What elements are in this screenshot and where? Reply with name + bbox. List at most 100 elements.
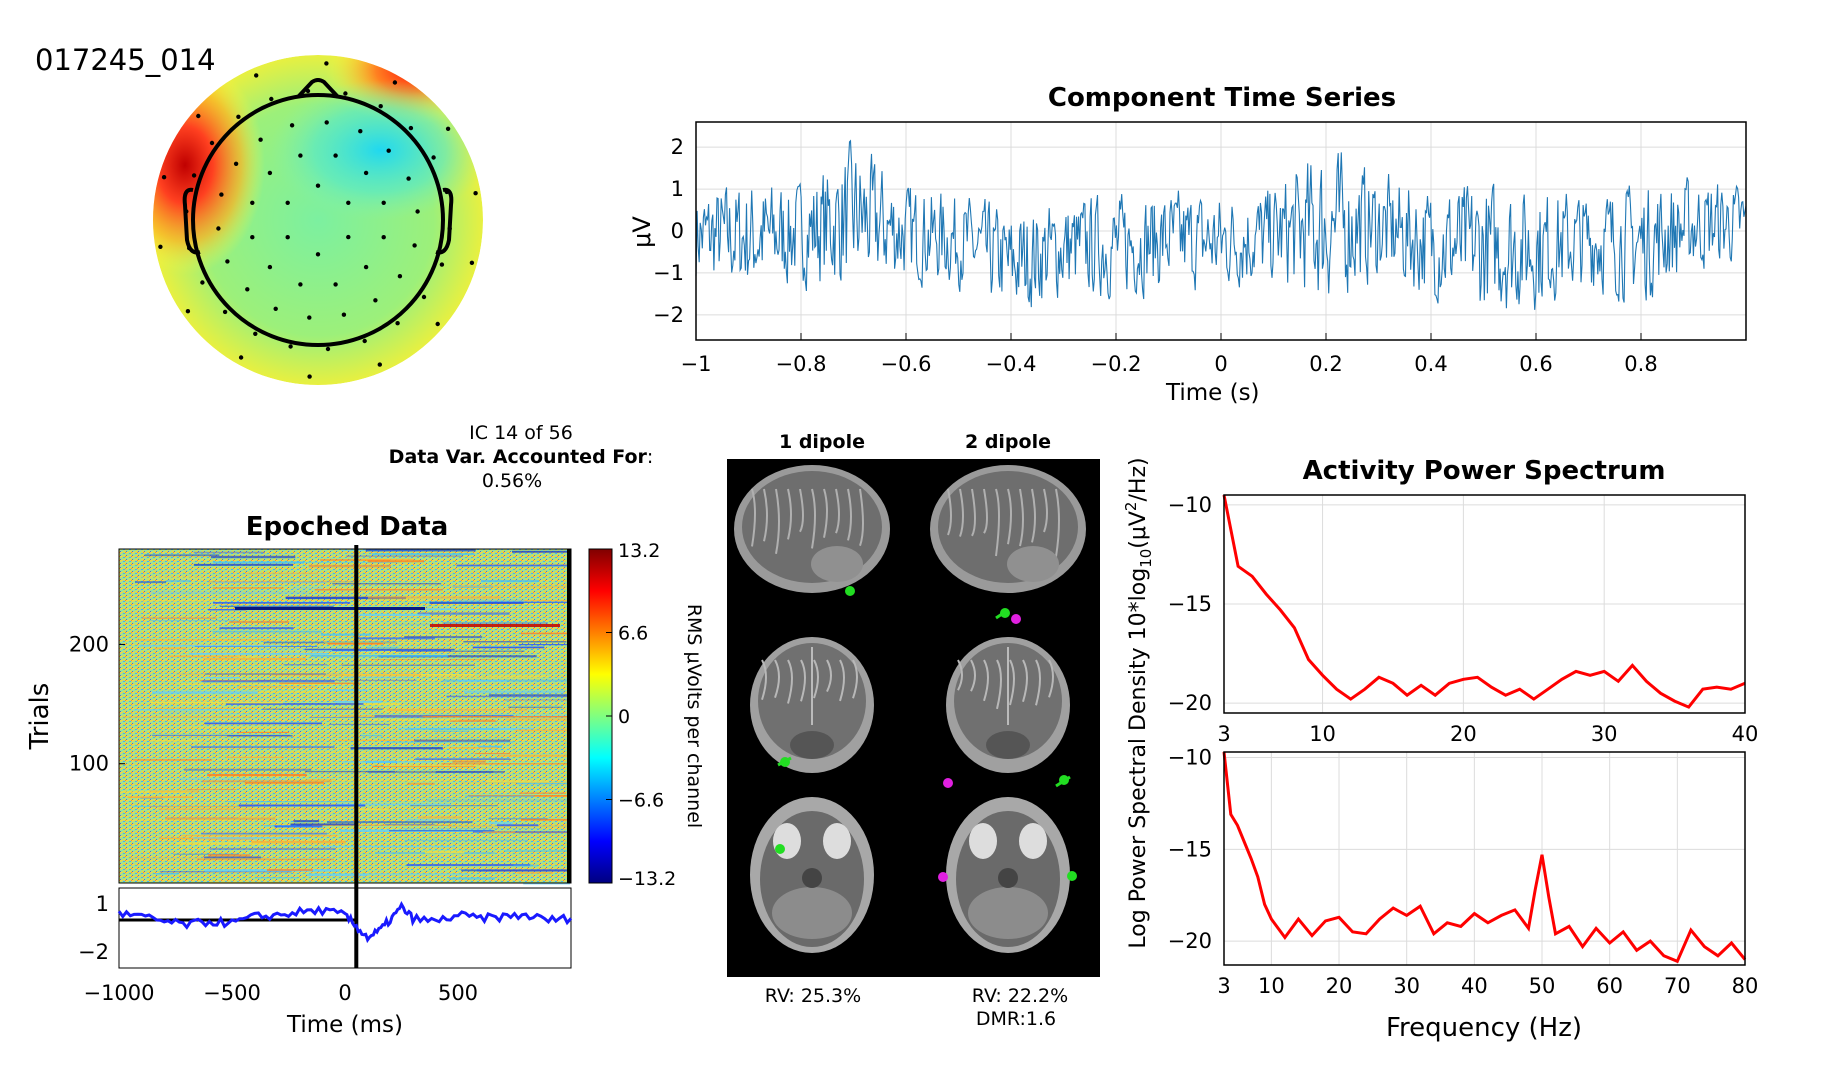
epoch-band: [368, 596, 501, 599]
epoch-band: [430, 617, 462, 619]
epoch-band: [367, 560, 424, 563]
epoch-band: [227, 801, 358, 803]
epoch-band: [283, 664, 328, 666]
dipole-marker: [1067, 871, 1077, 881]
epoch-band: [513, 864, 538, 867]
mri-slice-sag: [734, 465, 890, 593]
epoch-band: [404, 839, 529, 841]
time-series-xtick-label: −0.6: [881, 352, 932, 376]
spectrum-xtick-label: 40: [1461, 974, 1488, 998]
epoch-band: [255, 876, 299, 879]
epoch-band: [189, 652, 328, 655]
epoch-band: [366, 646, 399, 649]
epoch-band: [219, 605, 334, 607]
time-series-xtick-label: 0: [1214, 352, 1227, 376]
svg-text:Data Var. Accounted For:: Data Var. Accounted For:: [389, 446, 654, 468]
epoch-band: [257, 679, 417, 681]
epoch-band: [332, 583, 442, 585]
epoch-band: [262, 708, 384, 710]
mri-slice-cor: [946, 637, 1070, 773]
electrode-dot: [161, 175, 167, 180]
epoch-band: [179, 778, 286, 781]
epoch-band: [135, 581, 167, 584]
mri-slice-ax: [946, 797, 1070, 953]
electrode-dot: [233, 161, 239, 166]
epoch-band: [417, 816, 462, 819]
epoch-band: [137, 577, 206, 579]
epoch-band: [219, 627, 294, 630]
spectrum-xtick-label: 70: [1664, 974, 1691, 998]
spectrum-bottom-trace: [1222, 751, 1747, 964]
epoch-band: [290, 823, 357, 826]
epoch-band: [133, 709, 239, 711]
ic-info: IC 14 of 56 Data Var. Accounted For: 0.5…: [389, 422, 654, 492]
epoch-band: [144, 554, 220, 557]
spectrum-xtick-label: 3: [1217, 974, 1230, 998]
spectrum-xtick-label: 50: [1529, 974, 1556, 998]
epoch-band: [212, 587, 284, 589]
epoch-band: [365, 549, 476, 552]
epoch-band: [475, 753, 511, 755]
epoch-band: [202, 680, 335, 683]
epoch-band: [229, 621, 290, 623]
epoch-band: [209, 847, 336, 850]
epoched-xtick-label: 500: [438, 981, 478, 1005]
dipole-direction: [995, 608, 1009, 620]
electrode-dot: [285, 200, 290, 205]
electrode-dot: [184, 209, 189, 214]
epoch-band: [205, 676, 240, 679]
epoch-band: [285, 596, 406, 600]
epoch-band: [452, 760, 486, 763]
epoch-band: [201, 780, 332, 783]
epoch-band: [321, 633, 371, 636]
epoch-band: [480, 579, 540, 583]
electrode-dot: [431, 155, 436, 160]
epoch-band: [378, 598, 422, 601]
electrode-dot: [250, 200, 255, 205]
epoched-ytick-label: 200: [69, 632, 109, 656]
electrode-dot: [333, 282, 338, 287]
epoch-band: [213, 602, 351, 604]
spectrum-xtick-label: 60: [1596, 974, 1623, 998]
electrode-dot: [209, 140, 215, 146]
epoch-band: [201, 832, 327, 835]
electrode-dot: [238, 355, 244, 360]
svg-text:0.56%: 0.56%: [482, 470, 542, 492]
dipole-col2-label: 2 dipole: [965, 431, 1051, 453]
time-series-xtick-label: 0.2: [1309, 352, 1342, 376]
epoch-band: [213, 561, 304, 564]
epoch-band: [152, 734, 290, 737]
colorbar-tick-label: 0: [618, 706, 630, 728]
epoch-band: [203, 657, 306, 660]
electrode-dot: [196, 113, 201, 119]
electrode-dot: [225, 259, 230, 264]
epoch-band: [119, 819, 242, 821]
epoch-band: [308, 564, 391, 568]
epoched-heatmap: 200 100 −1000 −500 0 500 Trials: [25, 545, 572, 1005]
time-series-title: Component Time Series: [1048, 83, 1396, 113]
electrode-dots: [158, 61, 478, 379]
electrode-dot: [187, 245, 192, 251]
epoch-band: [246, 572, 318, 575]
electrode-dot: [315, 252, 321, 257]
electrode-dot: [305, 88, 311, 94]
epoch-band: [219, 713, 340, 715]
dipole-rv1: RV: 25.3%: [765, 985, 861, 1007]
epoch-band: [484, 601, 571, 603]
spectrum-ytick-label: −15: [1168, 837, 1212, 861]
erp-strip: 1 −2 Time (ms): [78, 887, 573, 1038]
epoch-band: [512, 550, 571, 553]
colorbar-tick-label: −13.2: [618, 868, 676, 890]
epoch-band: [152, 740, 202, 742]
epoch-band: [498, 754, 571, 757]
epoch-band: [415, 758, 511, 760]
spectrum-top-trace: [1222, 494, 1746, 709]
mri-slice-cor: [750, 637, 874, 773]
epoched-title: Epoched Data: [246, 512, 449, 542]
epoch-band: [210, 555, 296, 559]
electrode-dot: [373, 298, 378, 303]
electrode-dot: [435, 321, 440, 327]
epoch-band: [463, 641, 567, 643]
time-series-trace: [695, 139, 1747, 310]
electrode-dot: [343, 91, 348, 96]
